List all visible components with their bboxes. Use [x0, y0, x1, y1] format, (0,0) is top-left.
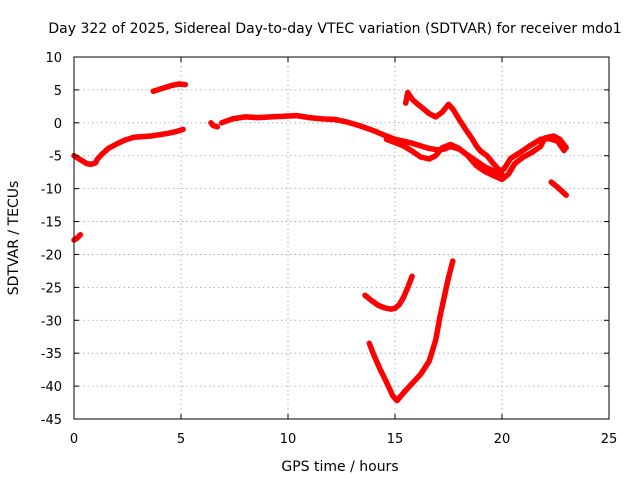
y-tick-label-5: -15	[41, 216, 62, 231]
plot-frame	[73, 56, 610, 420]
y-tick-label-10: -40	[41, 380, 62, 395]
data-trace-6	[402, 89, 567, 174]
y-tick-label-11: -45	[41, 413, 62, 428]
x-tick-label-1: 5	[177, 432, 185, 447]
y-tick-label-4: -10	[41, 183, 62, 198]
data-trace-5	[383, 133, 569, 183]
data-series-group	[71, 81, 569, 404]
data-trace-0	[71, 231, 84, 243]
y-tick-label-6: -20	[41, 248, 62, 263]
y-tick-label-8: -30	[41, 314, 62, 329]
y-tick-label-3: -5	[49, 150, 62, 165]
grid	[74, 57, 609, 419]
chart-title: Day 322 of 2025, Sidereal Day-to-day VTE…	[48, 21, 621, 37]
data-trace-3	[208, 120, 221, 130]
y-axis-label: SDTVAR / TECUs	[6, 181, 22, 296]
y-tick-label-1: 5	[54, 84, 62, 99]
x-tick-label-5: 25	[601, 432, 618, 447]
y-axis-ticks: 10 5 0 -5 -10 -15 -20 -25 -30 -35 -40 -45	[41, 51, 609, 428]
data-trace-1	[71, 126, 186, 168]
x-tick-label-0: 0	[70, 432, 78, 447]
x-tick-label-3: 15	[387, 432, 404, 447]
x-tick-label-4: 20	[494, 432, 511, 447]
x-tick-label-2: 10	[280, 432, 297, 447]
data-trace-8	[362, 273, 415, 312]
data-trace-2	[150, 81, 189, 94]
y-tick-label-7: -25	[41, 281, 62, 296]
x-axis-label: GPS time / hours	[281, 459, 398, 475]
data-trace-9	[366, 258, 456, 404]
x-axis-ticks: 0 5 10 15 20 25	[70, 57, 617, 447]
y-tick-label-9: -35	[41, 347, 62, 362]
y-tick-label-0: 10	[45, 51, 62, 66]
y-tick-label-2: 0	[54, 117, 62, 132]
data-trace-7	[548, 179, 569, 198]
